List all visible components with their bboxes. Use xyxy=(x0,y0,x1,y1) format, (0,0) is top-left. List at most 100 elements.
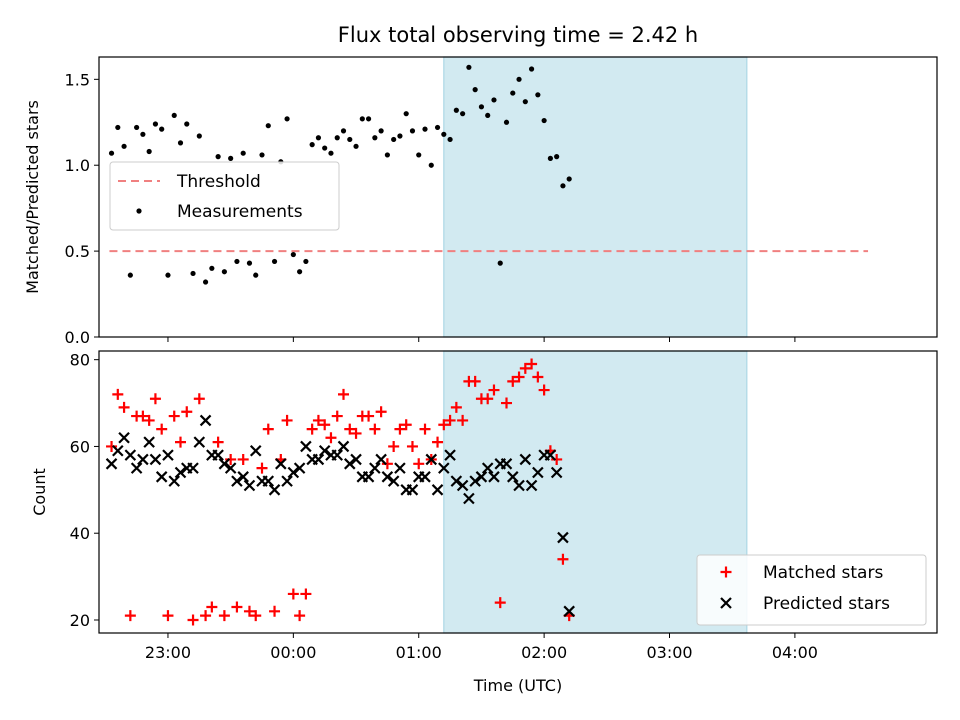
matched-star-marker xyxy=(375,406,387,418)
measurement-point xyxy=(190,270,196,277)
predicted-star-marker xyxy=(137,453,149,466)
xtick-label: 23:00 xyxy=(145,643,191,662)
measurement-point xyxy=(560,183,566,189)
matched-star-marker xyxy=(256,462,268,474)
measurement-point xyxy=(353,143,359,149)
measurement-point xyxy=(391,136,397,143)
predicted-star-marker xyxy=(525,479,538,492)
bottom-panel: 20 40 60 80 23:00 00:00 01:00 02:00 03:00 04:00 Co… xyxy=(30,350,938,695)
measurement-point xyxy=(516,76,522,82)
predicted-star-marker xyxy=(275,458,287,470)
matched-star-marker xyxy=(369,423,381,435)
measurement-point xyxy=(303,258,309,265)
matched-star-marker xyxy=(488,384,500,396)
measurement-point xyxy=(472,87,478,93)
predicted-star-marker xyxy=(112,445,124,457)
matched-star-marker xyxy=(124,610,136,622)
predicted-star-marker xyxy=(450,475,463,487)
matched-star-marker xyxy=(300,588,312,600)
predicted-star-marker xyxy=(224,462,237,474)
measurement-point xyxy=(140,131,146,137)
top-ytick-label: 1.0 xyxy=(65,156,90,175)
measurement-point xyxy=(434,124,441,131)
measurement-point xyxy=(297,269,303,275)
matched-star-marker xyxy=(106,440,118,452)
predicted-star-marker xyxy=(456,479,469,492)
matched-star-marker xyxy=(181,406,193,418)
bottom-ytick-label: 60 xyxy=(70,437,90,456)
measurement-point xyxy=(246,260,253,266)
bottom-ytick-label: 20 xyxy=(70,611,90,630)
legend-matched-swatch xyxy=(720,566,732,578)
measurement-point xyxy=(171,112,177,119)
matched-star-marker xyxy=(118,401,130,413)
predicted-star-marker xyxy=(168,475,181,487)
measurement-point xyxy=(253,272,259,278)
predicted-star-marker xyxy=(463,492,475,505)
predicted-star-marker xyxy=(293,462,306,474)
predicted-star-marker xyxy=(149,453,162,466)
matched-star-marker xyxy=(519,362,531,374)
measurement-point xyxy=(428,162,434,168)
bottom-observing-window xyxy=(443,350,748,634)
matched-star-marker xyxy=(281,414,293,426)
top-ytick-label: 0.5 xyxy=(65,242,90,261)
measurement-point xyxy=(228,155,234,161)
legend-measurement-label: Measurements xyxy=(177,202,303,222)
matched-star-marker xyxy=(143,414,155,426)
predicted-star-marker xyxy=(331,449,344,461)
bottom-legend: Matched stars Predicted stars xyxy=(696,554,927,626)
measurement-point xyxy=(403,111,409,117)
predicted-star-marker xyxy=(475,471,488,483)
predicted-star-marker xyxy=(500,458,513,470)
predicted-star-marker xyxy=(431,484,444,496)
matched-star-marker xyxy=(218,610,230,622)
measurement-point xyxy=(378,128,384,134)
measurement-point xyxy=(503,119,510,125)
measurement-point xyxy=(134,124,140,131)
measurement-point xyxy=(397,133,403,139)
measurement-point xyxy=(365,116,372,122)
measurement-point xyxy=(554,154,560,160)
measurement-point xyxy=(127,272,133,278)
matched-star-marker xyxy=(162,610,174,622)
measurement-point xyxy=(108,150,115,156)
matched-star-marker xyxy=(262,423,274,435)
matched-star-marker xyxy=(287,588,299,600)
bottom-ytick-label: 80 xyxy=(70,351,90,370)
matched-star-marker xyxy=(338,388,350,400)
predicted-star-marker xyxy=(118,431,130,444)
predicted-star-marker xyxy=(155,471,168,483)
predicted-star-marker xyxy=(312,453,325,466)
matched-star-marker xyxy=(187,614,199,626)
predicted-star-marker xyxy=(444,449,456,461)
measurement-point xyxy=(165,272,171,278)
measurement-point xyxy=(240,150,246,156)
matched-star-marker xyxy=(200,610,212,622)
matched-star-marker xyxy=(193,393,205,405)
predicted-star-marker xyxy=(262,475,275,487)
predicted-star-marker xyxy=(193,436,206,448)
predicted-star-marker xyxy=(387,475,400,487)
matched-star-marker xyxy=(381,458,393,470)
predicted-star-marker xyxy=(350,453,362,466)
measurement-point xyxy=(215,154,221,160)
matched-star-marker xyxy=(394,423,406,435)
measurement-point xyxy=(340,128,347,134)
matched-star-marker xyxy=(350,427,362,439)
measurement-point xyxy=(453,107,459,113)
predicted-star-marker xyxy=(343,458,356,470)
measurement-point xyxy=(334,135,340,141)
matched-star-marker xyxy=(294,610,306,622)
predicted-star-marker xyxy=(212,449,224,461)
measurement-point xyxy=(491,97,497,103)
predicted-star-marker xyxy=(199,414,212,427)
top-observing-window xyxy=(443,56,748,338)
legend-box xyxy=(109,161,340,231)
measurement-point xyxy=(115,124,121,131)
predicted-star-marker xyxy=(281,475,293,487)
top-ytick-label: 1.5 xyxy=(65,70,90,89)
measurement-point xyxy=(259,152,265,158)
matched-star-marker xyxy=(551,453,563,465)
xtick-label: 02:00 xyxy=(521,643,567,662)
